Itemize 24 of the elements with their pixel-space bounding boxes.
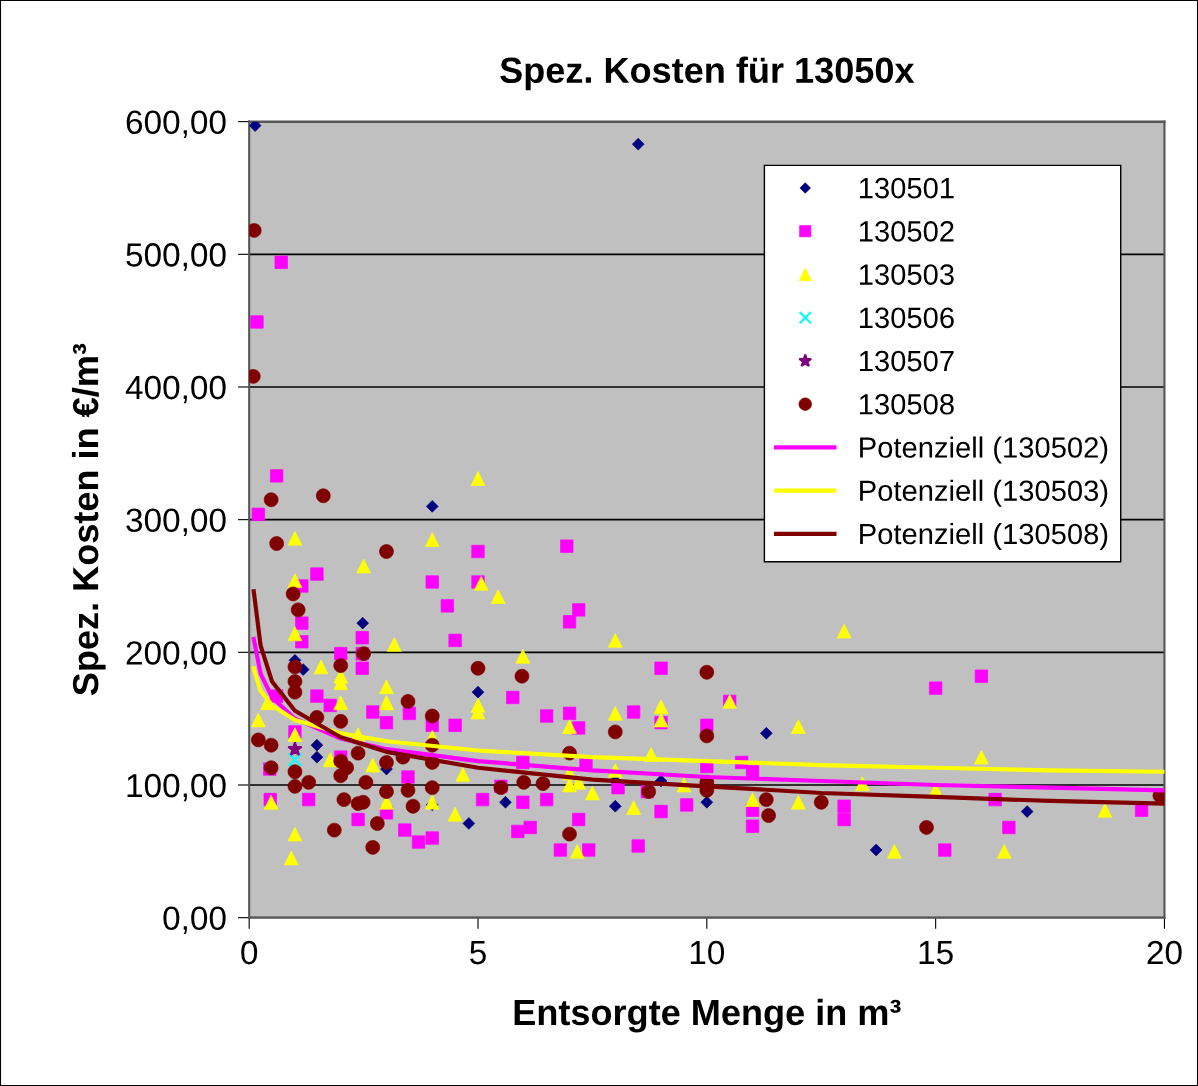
x-tick-label: 0 (241, 940, 258, 965)
x-tick-label: 5 (470, 941, 486, 965)
x-tick-label: 10 (690, 940, 725, 965)
x-tick-label: 20 (1147, 940, 1182, 965)
legend-label: Potenziell (130508) (860, 522, 1108, 551)
legend-label: 130501 (859, 177, 954, 199)
y-tick-label: 400,00 (125, 375, 226, 404)
legend-label: 130507 (859, 350, 954, 372)
legend-label: Potenziell (130503) (860, 479, 1108, 507)
y-tick-label: 0,00 (163, 906, 226, 935)
legend-label: 130506 (859, 307, 954, 329)
y-axis-title: Spez. Kosten in €/m³ (71, 343, 106, 696)
y-tick-label: 500,00 (126, 243, 226, 271)
legend-label: 130503 (859, 264, 954, 285)
y-tick-label: 200,00 (126, 641, 226, 669)
y-tick-label: 100,00 (127, 773, 226, 802)
chart-title: Spez. Kosten für 13050x (500, 56, 915, 91)
y-tick-label: 300,00 (126, 508, 226, 536)
x-axis-title: Entsorgte Menge in m³ (514, 998, 901, 1033)
y-tick-label: 600,00 (126, 110, 226, 138)
legend-label: 130508 (859, 393, 954, 415)
x-tick-label: 15 (919, 941, 953, 965)
legend-label: Potenziell (130502) (860, 436, 1108, 464)
legend-label: 130502 (859, 221, 954, 242)
